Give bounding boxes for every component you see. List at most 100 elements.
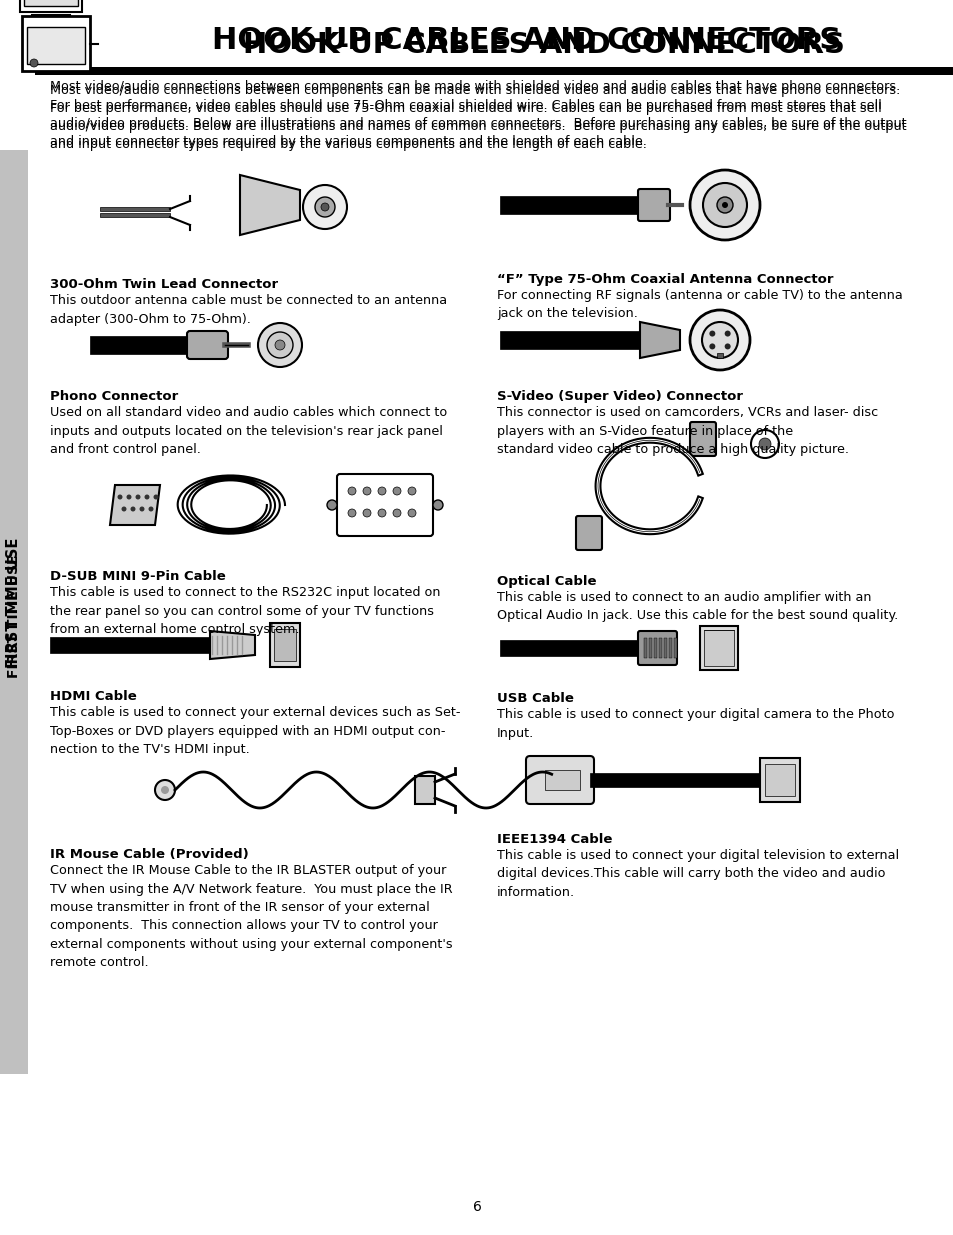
Circle shape — [121, 506, 127, 511]
Circle shape — [363, 509, 371, 517]
Circle shape — [161, 785, 169, 794]
Circle shape — [131, 506, 135, 511]
Circle shape — [144, 494, 150, 499]
Bar — [100, 207, 170, 211]
Text: Connect the IR Mouse Cable to the IR BLASTER output of your
TV when using the A/: Connect the IR Mouse Cable to the IR BLA… — [50, 864, 452, 969]
Text: HOOK-UP CABLES AND CONNECTORS: HOOK-UP CABLES AND CONNECTORS — [243, 31, 843, 59]
Circle shape — [759, 438, 770, 450]
Text: S-Video (Super Video) Connector: S-Video (Super Video) Connector — [497, 390, 742, 403]
Polygon shape — [639, 322, 679, 358]
Circle shape — [127, 494, 132, 499]
Bar — [499, 640, 639, 656]
Circle shape — [724, 331, 730, 337]
Text: This cable is used to connect your digital television to external
digital device: This cable is used to connect your digit… — [497, 848, 898, 899]
Bar — [589, 773, 760, 787]
Bar — [673, 638, 677, 658]
Circle shape — [117, 494, 122, 499]
Bar — [35, 69, 953, 74]
FancyBboxPatch shape — [336, 474, 433, 536]
Circle shape — [257, 324, 302, 367]
Circle shape — [267, 332, 293, 358]
FancyBboxPatch shape — [638, 631, 677, 664]
Circle shape — [154, 781, 174, 800]
Text: This cable is used to connect your external devices such as Set-
Top-Boxes or DV: This cable is used to connect your exter… — [50, 706, 460, 756]
Text: FIRST TIME USE: FIRST TIME USE — [7, 537, 22, 668]
FancyBboxPatch shape — [20, 0, 82, 12]
Bar — [499, 196, 639, 214]
Circle shape — [750, 430, 779, 458]
FancyBboxPatch shape — [22, 16, 90, 70]
Text: This outdoor antenna cable must be connected to an antenna
adapter (300-Ohm to 7: This outdoor antenna cable must be conne… — [50, 294, 447, 326]
Circle shape — [314, 198, 335, 217]
Text: Optical Cable: Optical Cable — [497, 576, 596, 588]
Text: IEEE1394 Cable: IEEE1394 Cable — [497, 832, 612, 846]
Text: 300-Ohm Twin Lead Connector: 300-Ohm Twin Lead Connector — [50, 278, 278, 291]
Circle shape — [153, 494, 158, 499]
Bar — [643, 638, 646, 658]
Circle shape — [135, 494, 140, 499]
Bar — [35, 67, 953, 72]
Text: This cable is used to connect to an audio amplifier with an
Optical Audio In jac: This cable is used to connect to an audi… — [497, 592, 898, 622]
Circle shape — [377, 487, 386, 495]
Bar — [703, 630, 733, 666]
Circle shape — [689, 170, 760, 240]
Bar — [717, 353, 722, 358]
Text: IR Mouse Cable (Provided): IR Mouse Cable (Provided) — [50, 848, 249, 861]
Circle shape — [377, 509, 386, 517]
Polygon shape — [240, 175, 299, 235]
Circle shape — [30, 59, 38, 67]
Bar — [648, 638, 651, 658]
Circle shape — [139, 506, 144, 511]
Circle shape — [408, 509, 416, 517]
Circle shape — [433, 500, 442, 510]
Bar — [270, 622, 299, 667]
Bar — [24, 0, 78, 6]
Circle shape — [393, 487, 400, 495]
Text: “F” Type 75-Ohm Coaxial Antenna Connector: “F” Type 75-Ohm Coaxial Antenna Connecto… — [497, 273, 833, 287]
Polygon shape — [210, 631, 254, 659]
Text: 6: 6 — [472, 1200, 481, 1214]
Circle shape — [721, 203, 727, 207]
Text: Most video/audio connections between components can be made with shielded video : Most video/audio connections between com… — [50, 80, 905, 148]
Bar — [760, 758, 800, 802]
Text: D-SUB MINI 9-Pin Cable: D-SUB MINI 9-Pin Cable — [50, 571, 226, 583]
Circle shape — [363, 487, 371, 495]
Bar — [90, 336, 190, 354]
Bar — [27, 27, 85, 64]
FancyBboxPatch shape — [525, 756, 594, 804]
Bar — [700, 626, 738, 671]
Circle shape — [320, 203, 329, 211]
FancyBboxPatch shape — [638, 189, 669, 221]
Bar — [663, 638, 666, 658]
Polygon shape — [110, 485, 160, 525]
Text: FIRST TIME USE: FIRST TIME USE — [7, 555, 21, 678]
Bar — [100, 212, 170, 217]
Text: This connector is used on camcorders, VCRs and laser- disc
players with an S-Vid: This connector is used on camcorders, VC… — [497, 406, 877, 456]
Circle shape — [701, 322, 738, 358]
Text: HDMI Cable: HDMI Cable — [50, 690, 136, 703]
Circle shape — [709, 331, 715, 337]
Bar — [659, 638, 661, 658]
Text: Most video/audio connections between components can be made with shielded video : Most video/audio connections between com… — [50, 84, 905, 151]
Bar — [654, 638, 657, 658]
Circle shape — [149, 506, 153, 511]
Text: For connecting RF signals (antenna or cable TV) to the antenna
jack on the telev: For connecting RF signals (antenna or ca… — [497, 289, 902, 321]
Bar — [274, 629, 295, 661]
Circle shape — [393, 509, 400, 517]
Text: This cable is used to connect your digital camera to the Photo
Input.: This cable is used to connect your digit… — [497, 708, 894, 740]
Circle shape — [724, 343, 730, 350]
Circle shape — [709, 343, 715, 350]
Text: HOOK-UP CABLES AND CONNECTORS: HOOK-UP CABLES AND CONNECTORS — [213, 26, 841, 56]
Circle shape — [303, 185, 347, 228]
Bar — [668, 638, 671, 658]
Bar — [764, 764, 794, 797]
FancyBboxPatch shape — [689, 422, 716, 456]
Circle shape — [274, 340, 285, 350]
Text: Phono Connector: Phono Connector — [50, 390, 178, 403]
Bar — [544, 769, 579, 790]
Text: USB Cable: USB Cable — [497, 692, 574, 705]
Circle shape — [327, 500, 336, 510]
FancyBboxPatch shape — [576, 516, 601, 550]
Bar — [50, 637, 210, 653]
Circle shape — [717, 198, 732, 212]
